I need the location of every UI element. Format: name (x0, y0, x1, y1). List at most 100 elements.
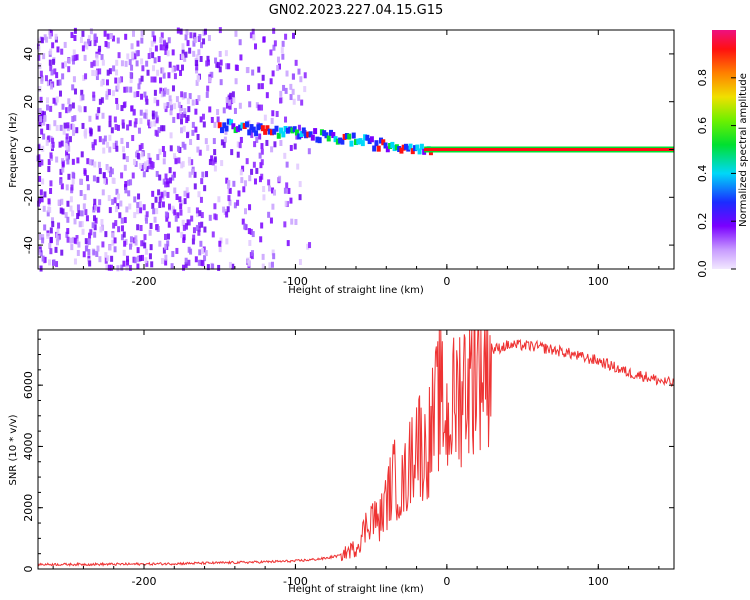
spectrogram-noise-cell (136, 224, 140, 231)
spectrogram-noise-cell (66, 200, 70, 207)
spectrogram-noise-cell (107, 195, 111, 202)
spectrogram-noise-cell (122, 249, 126, 256)
spectrogram-noise-cell (216, 62, 220, 69)
spectrogram-noise-cell (298, 259, 302, 266)
spectrogram-signal-cell (244, 121, 249, 128)
spectrogram-noise-cell (140, 240, 144, 247)
colorbar-tick-label: 0.8 (696, 69, 709, 87)
spectrogram-noise-cell (108, 244, 112, 251)
spectrogram-noise-cell (173, 153, 177, 160)
spectrogram-noise-cell (218, 246, 222, 253)
spectrogram-noise-cell (176, 27, 180, 34)
spectrogram-noise-cell (46, 232, 50, 239)
spectrogram-noise-cell (96, 68, 100, 75)
spectrogram-noise-cell (73, 88, 77, 95)
spectrogram-noise-cell (180, 64, 184, 71)
spectrogram-noise-cell (169, 109, 173, 116)
spectrogram-noise-cell (120, 217, 124, 224)
spectrogram-signal-cell (290, 127, 295, 134)
spectrogram-noise-cell (156, 69, 160, 76)
spectrogram-noise-cell (159, 36, 163, 43)
spectrogram-noise-cell (210, 116, 214, 123)
spectrogram-noise-cell (197, 226, 201, 233)
snr-xtick-label: 100 (588, 575, 609, 588)
spectrogram-noise-cell (182, 264, 186, 271)
spectrogram-noise-cell (222, 107, 226, 114)
spectrogram-noise-cell (66, 158, 70, 165)
spectrogram-noise-cell (136, 202, 140, 209)
spectrogram-noise-cell (273, 141, 277, 148)
spectrogram-signal-cell (363, 134, 368, 141)
spectrogram-noise-cell (40, 128, 44, 135)
spectrogram-noise-cell (297, 68, 301, 75)
spectrogram-noise-cell (164, 243, 168, 250)
spectrogram-noise-cell (257, 104, 261, 111)
spectrogram-noise-cell (178, 108, 182, 115)
spectrogram-noise-cell (211, 159, 215, 166)
spectrogram-noise-cell (190, 159, 194, 166)
spectrogram-signal-cell (419, 143, 424, 150)
spectrogram-noise-cell (49, 152, 53, 159)
spectrogram-noise-cell (58, 112, 62, 119)
spectrogram-noise-cell (259, 236, 263, 243)
spectrogram-noise-cell (154, 196, 158, 203)
spectrogram-noise-cell (73, 115, 77, 122)
spectrogram-noise-cell (160, 125, 164, 132)
spectrogram-noise-cell (181, 161, 185, 168)
spectrogram-noise-cell (165, 178, 169, 185)
spectrogram-noise-cell (105, 164, 109, 171)
spectrogram-noise-cell (239, 54, 243, 61)
spectrogram-noise-cell (150, 261, 154, 268)
spectrogram-noise-cell (66, 228, 70, 235)
spectrogram-noise-cell (67, 98, 71, 105)
spectrogram-noise-cell (122, 260, 126, 267)
spectrogram-noise-cell (141, 65, 145, 72)
spectrogram-xlabel: Height of straight line (km) (288, 285, 424, 296)
spectrogram-noise-cell (70, 244, 74, 251)
spectrogram-noise-cell (176, 212, 180, 219)
spectrogram-noise-cell (179, 28, 183, 35)
spectrogram-noise-cell (210, 155, 214, 162)
spectrogram-noise-cell (142, 204, 146, 211)
spectrogram-noise-cell (294, 59, 298, 66)
spectrogram-noise-cell (191, 129, 195, 136)
spectrogram-signal-cell (381, 139, 386, 146)
spectrogram-noise-cell (133, 53, 137, 60)
spectrogram-noise-cell (230, 98, 234, 105)
spectrogram-noise-cell (140, 30, 144, 37)
spectrogram-noise-cell (51, 141, 55, 148)
spectrogram-noise-cell (46, 97, 50, 104)
spectrogram-signal-cell (324, 132, 329, 139)
spectrogram-noise-cell (236, 199, 240, 206)
spectrogram-noise-cell (167, 221, 171, 228)
spectrogram-noise-cell (160, 91, 164, 98)
spectrogram-noise-cell (38, 233, 42, 240)
spectrogram-noise-cell (194, 256, 198, 263)
spectrogram-noise-cell (278, 175, 282, 182)
spectrogram-noise-cell (117, 193, 121, 200)
spectrogram-noise-cell (112, 222, 116, 229)
spectrogram-signal-cell (385, 146, 390, 153)
spectrogram-noise-cell (176, 113, 180, 120)
spectrogram-noise-cell (195, 224, 199, 231)
spectrogram-noise-cell (79, 178, 83, 185)
spectrogram-noise-cell (268, 262, 272, 269)
spectrogram-noise-cell (154, 45, 158, 52)
spectrogram-noise-cell (218, 66, 222, 73)
spectrogram-signal-cell (226, 118, 231, 125)
spectrogram-noise-cell (125, 86, 129, 93)
spectrogram-noise-cell (272, 253, 276, 260)
spectrogram-signal-cell (222, 122, 227, 129)
spectrogram-noise-cell (164, 181, 168, 188)
spectrogram-noise-cell (51, 42, 55, 49)
spectrogram-noise-cell (174, 158, 178, 165)
spectrogram-noise-cell (286, 240, 290, 247)
spectrogram-noise-cell (180, 199, 184, 206)
spectrogram-noise-cell (233, 107, 237, 114)
spectrogram-noise-cell (98, 256, 102, 263)
spectrogram-noise-cell (199, 240, 203, 247)
spectrogram-noise-cell (260, 104, 264, 111)
spectrogram-noise-cell (81, 122, 85, 129)
